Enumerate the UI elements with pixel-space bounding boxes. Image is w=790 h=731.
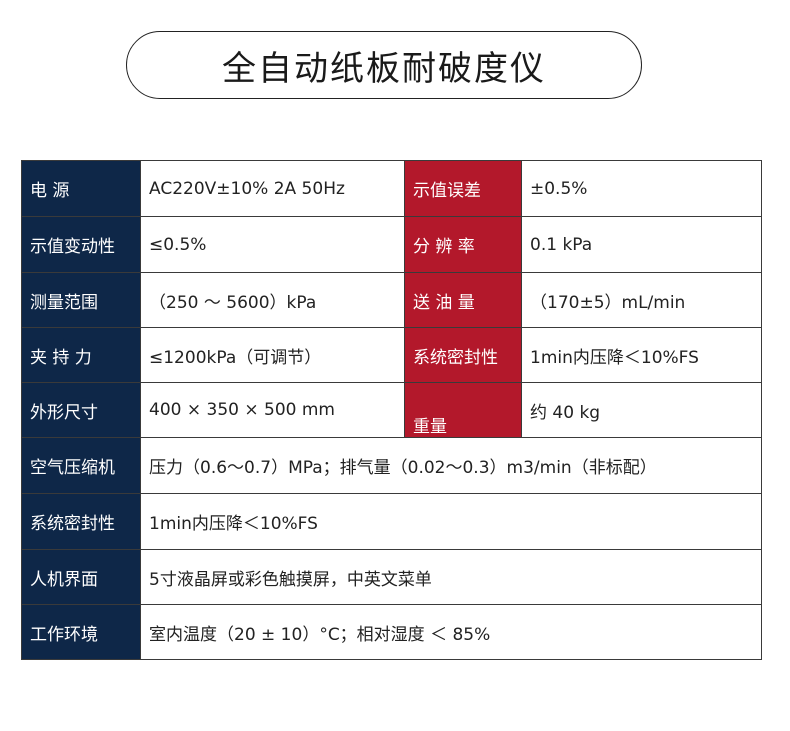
row-value: 1min内压降＜10%FS (521, 327, 762, 383)
row-label: 系统密封性 (404, 327, 522, 383)
row-label: 测量范围 (21, 272, 141, 328)
row-label: 送 油 量 (404, 272, 522, 328)
spec-table: 电 源 AC220V±10% 2A 50Hz 示值误差 ±0.5% 示值变动性 … (21, 160, 762, 660)
row-label: 工作环境 (21, 604, 141, 660)
row-value: （250 ～ 5600）kPa (140, 272, 405, 328)
row-value: 0.1 kPa (521, 216, 762, 273)
row-value: 约 40 kg (521, 382, 762, 438)
row-value: 室内温度（20 ± 10）°C；相对湿度 ＜ 85% (140, 604, 762, 660)
row-label: 空气压缩机 (21, 437, 141, 494)
table-row: 测量范围 （250 ～ 5600）kPa 送 油 量 （170±5）mL/min (21, 272, 762, 328)
row-label: 分 辨 率 (404, 216, 522, 273)
table-row: 电 源 AC220V±10% 2A 50Hz 示值误差 ±0.5% (21, 160, 762, 217)
row-value: 5寸液晶屏或彩色触摸屏，中英文菜单 (140, 549, 762, 605)
row-value: （170±5）mL/min (521, 272, 762, 328)
table-row: 人机界面 5寸液晶屏或彩色触摸屏，中英文菜单 (21, 549, 762, 605)
row-value: ±0.5% (521, 160, 762, 217)
row-label: 人机界面 (21, 549, 141, 605)
row-value: 压力（0.6～0.7）MPa；排气量（0.02～0.3）m3/min（非标配） (140, 437, 762, 494)
row-label: 示值误差 (404, 160, 522, 217)
row-label: 电 源 (21, 160, 141, 217)
table-row: 夹 持 力 ≤1200kPa（可调节） 系统密封性 1min内压降＜10%FS (21, 327, 762, 383)
page-title: 全自动纸板耐破度仪 (126, 31, 642, 99)
row-value: 1min内压降＜10%FS (140, 493, 762, 550)
row-label: 示值变动性 (21, 216, 141, 273)
row-label: 重量 (404, 382, 522, 438)
row-value: ≤0.5% (140, 216, 405, 273)
row-value: ≤1200kPa（可调节） (140, 327, 405, 383)
table-row: 工作环境 室内温度（20 ± 10）°C；相对湿度 ＜ 85% (21, 604, 762, 660)
table-row: 示值变动性 ≤0.5% 分 辨 率 0.1 kPa (21, 216, 762, 273)
table-row: 系统密封性 1min内压降＜10%FS (21, 493, 762, 550)
row-value: 400 × 350 × 500 mm (140, 382, 405, 438)
row-value: AC220V±10% 2A 50Hz (140, 160, 405, 217)
row-label: 系统密封性 (21, 493, 141, 550)
row-label: 夹 持 力 (21, 327, 141, 383)
table-row: 外形尺寸 400 × 350 × 500 mm 重量 约 40 kg (21, 382, 762, 438)
row-label: 外形尺寸 (21, 382, 141, 438)
table-row: 空气压缩机 压力（0.6～0.7）MPa；排气量（0.02～0.3）m3/min… (21, 437, 762, 494)
